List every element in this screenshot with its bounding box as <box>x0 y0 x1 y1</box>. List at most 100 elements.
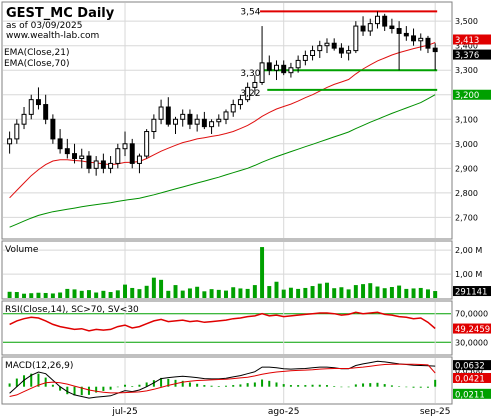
candle-body <box>353 25 359 52</box>
macd-hist-bar <box>369 383 372 387</box>
volume-bar <box>296 288 301 298</box>
candle-body <box>374 15 380 25</box>
website-label: www.wealth-lab.com <box>6 31 99 41</box>
macd-hist-bar <box>152 380 155 387</box>
close-badge: 3,376 <box>455 51 479 61</box>
macd-hist-bar <box>87 386 90 395</box>
candle-body <box>28 99 34 115</box>
ema21-legend: EMA(Close,21) <box>4 48 69 58</box>
volume-bar <box>433 291 438 298</box>
macd-hist-bar <box>282 384 285 387</box>
candle-body <box>396 28 402 34</box>
candle-body <box>324 42 330 47</box>
volume-bar <box>310 286 315 298</box>
volume-bar <box>281 289 286 298</box>
volume-bar <box>418 287 423 298</box>
ema21-badge: 3,413 <box>455 36 479 46</box>
macd-hist-bar <box>188 382 191 387</box>
macd-hist-bar <box>325 385 328 387</box>
candle-body <box>35 99 41 106</box>
rsi-panel <box>1 300 453 356</box>
volume-bar <box>79 290 84 298</box>
volume-panel-label: Volume <box>5 245 39 255</box>
macd-hist-bar <box>181 380 184 387</box>
macd-hist-bar <box>59 386 62 391</box>
volume-bar <box>317 283 322 298</box>
volume-bar <box>425 289 430 298</box>
candle-body <box>274 64 279 71</box>
date-tick-label: ago-25 <box>268 407 300 417</box>
candle-body <box>259 62 265 83</box>
signal-badge: 0,0421 <box>455 374 485 384</box>
macd-hist-bar <box>73 386 76 396</box>
volume-bar <box>50 293 55 298</box>
volume-bar <box>108 292 113 298</box>
macd-hist-bar <box>376 382 379 387</box>
candle-body <box>360 25 366 32</box>
date-tick-label: jul-25 <box>111 407 137 417</box>
signal-line <box>9 363 436 397</box>
price-tick-label: 2,900 <box>455 164 478 173</box>
chart-subtitle: as of 03/09/2025 <box>6 21 82 31</box>
candle-body <box>281 64 287 74</box>
support1-label: 3,30 <box>240 69 260 79</box>
volume-bar <box>267 286 272 298</box>
macd-hist-bar <box>174 379 177 387</box>
macd-hist-bar <box>138 384 141 387</box>
volume-badge-box <box>453 286 491 297</box>
volume-bar <box>325 282 329 298</box>
ema21-series <box>9 42 436 199</box>
candle-body <box>100 160 106 169</box>
ema21-line <box>9 42 436 199</box>
candle-body <box>86 155 92 169</box>
volume-bar <box>339 287 344 298</box>
support2-label: 3,22 <box>240 89 260 99</box>
candle-body <box>317 45 323 52</box>
volume-bar <box>303 287 308 298</box>
macd-hist-bar <box>412 386 415 388</box>
candle-body <box>295 59 301 69</box>
candle-body <box>288 67 294 74</box>
rsi-line <box>9 311 436 332</box>
candle-body <box>165 106 171 125</box>
macd-hist-bar <box>80 386 83 396</box>
date-tick-label: sep-25 <box>420 407 451 417</box>
volume-bar <box>166 290 171 298</box>
volume-bar <box>231 287 236 298</box>
candle-body <box>425 37 431 49</box>
volume-bar <box>94 292 99 298</box>
candle-body <box>187 113 193 125</box>
candle-body <box>72 153 78 160</box>
macd-hist-bar <box>426 386 429 388</box>
volume-bar <box>216 289 221 298</box>
candle-body <box>223 111 229 120</box>
candle-body <box>79 155 85 160</box>
volume-bar <box>123 284 127 298</box>
macd-hist-bar <box>167 378 170 387</box>
macd-hist-bar <box>210 385 213 387</box>
macd-hist-bar <box>15 378 18 387</box>
volume-bar <box>202 291 207 298</box>
macd-hist-bar <box>390 385 393 387</box>
macd-hist-bar <box>253 382 256 387</box>
volume-bar <box>43 292 48 298</box>
candle-body <box>382 15 388 27</box>
candle-body <box>108 162 114 169</box>
macd-tick-label: 0,0500 <box>455 366 483 375</box>
ema70-legend: EMA(Close,70) <box>4 59 69 69</box>
value-badges: 3,413 3,376 3,200 291141 49,2459 0,0632 0,0421… <box>453 34 491 400</box>
volume-series <box>7 247 438 298</box>
rsi-tick-label: 30,0000 <box>455 338 488 347</box>
rsi-tick-label: 70,0000 <box>455 310 488 319</box>
volume-bar <box>353 285 358 298</box>
ema70-badge: 3,200 <box>455 91 479 101</box>
volume-bar <box>7 291 12 298</box>
volume-tick-label: 1,00 M <box>455 270 482 279</box>
chart-title: GEST_MC Daily <box>6 6 115 21</box>
volume-bar <box>245 288 250 298</box>
volume-bar <box>195 286 200 298</box>
volume-bar <box>144 285 149 298</box>
volume-bar <box>209 289 214 298</box>
macd-hist-bar <box>333 386 336 387</box>
